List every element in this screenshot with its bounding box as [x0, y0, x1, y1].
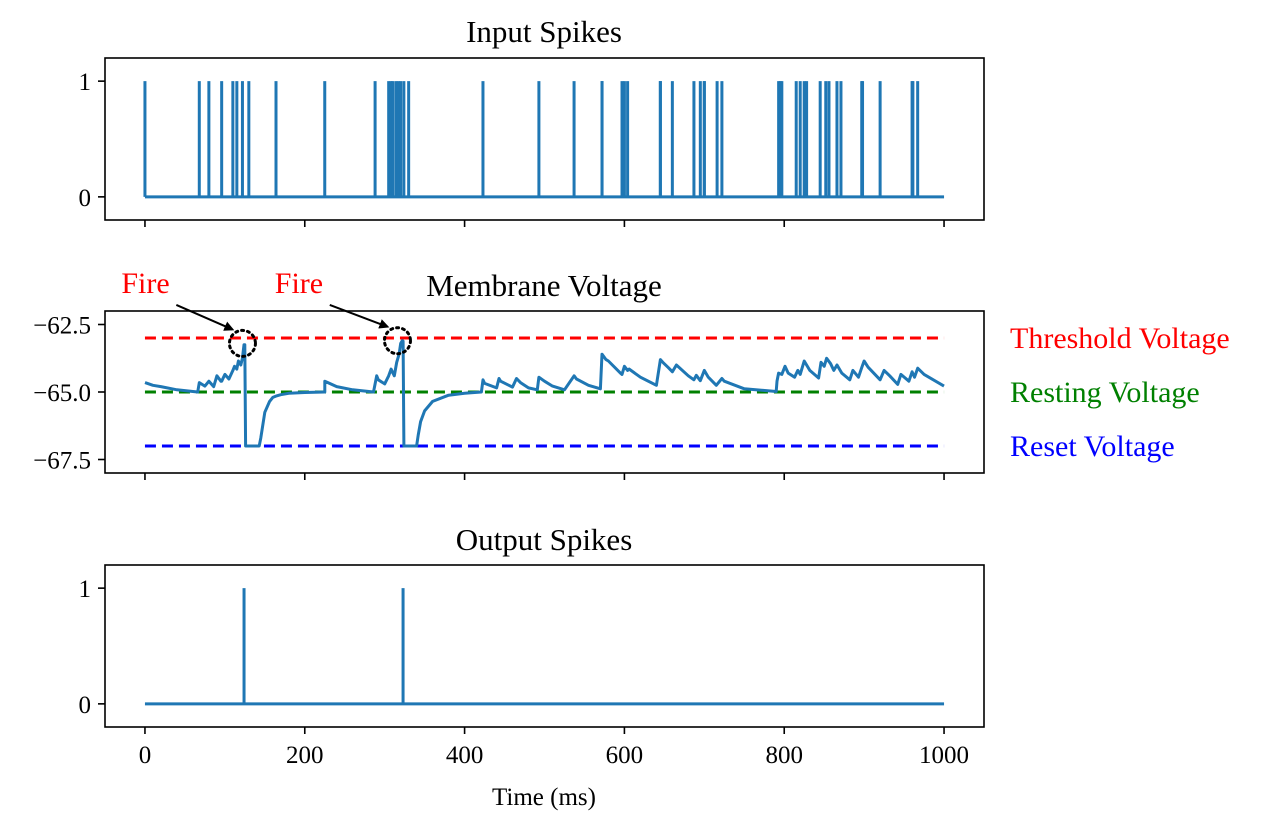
input-spikes-frame: [104, 57, 985, 221]
y-tick-label: 1: [79, 69, 92, 96]
x-tick-label: 1000: [919, 742, 969, 769]
input-spikes-panel: Input Spikes 01: [79, 14, 985, 227]
fire-arrow: [175, 303, 235, 331]
x-tick-label: 800: [765, 742, 803, 769]
fire-marker-circle: [227, 328, 257, 358]
output-spikes-frame: [104, 564, 985, 728]
fire-annotations: Fire Fire: [121, 267, 412, 358]
fire-marker-circle: [382, 326, 412, 356]
fire-arrow: [329, 303, 390, 329]
x-tick-label: 600: [606, 742, 644, 769]
y-tick-label: 0: [79, 185, 92, 212]
y-tick-label: −65.0: [33, 380, 91, 407]
voltage-line-labels: Threshold Voltage Resting Voltage Reset Vo…: [1010, 322, 1230, 463]
membrane-voltage-frame: [104, 310, 985, 474]
fire-label: Fire: [121, 267, 169, 300]
y-tick-label: −62.5: [33, 313, 91, 340]
membrane-voltage-title: Membrane Voltage: [426, 268, 662, 303]
reference-label-reset-voltage: Reset Voltage: [1010, 430, 1175, 463]
membrane-voltage-plot: −67.5 −65.0 −62.5: [33, 313, 945, 480]
fire-label: Fire: [275, 267, 323, 300]
x-tick-label: 200: [286, 742, 324, 769]
output-spikes-title: Output Spikes: [456, 522, 633, 557]
reference-label-resting-voltage: Resting Voltage: [1010, 376, 1200, 409]
x-axis-label: Time (ms): [492, 784, 596, 811]
output-spikes-panel: Output Spikes 0 1 0 200 400 600 800 1000 Time (…: [79, 522, 985, 811]
y-tick-label: 0: [79, 692, 92, 719]
x-tick-label: 0: [139, 742, 152, 769]
y-tick-label: 1: [79, 576, 92, 603]
reference-label-threshold-voltage: Threshold Voltage: [1010, 322, 1230, 355]
y-tick-label: −67.5: [33, 448, 91, 475]
output-spikes-plot: 0 1 0 200 400 600 800 1000: [79, 576, 970, 769]
x-tick-label: 400: [446, 742, 484, 769]
membrane-voltage-panel: Membrane Voltage −67.5 −65.0 −62.5 Thresho…: [33, 267, 1230, 480]
input-spikes-title: Input Spikes: [466, 14, 622, 49]
input-spikes-plot: 01: [79, 69, 945, 227]
membrane-voltage-line: [144, 339, 945, 448]
